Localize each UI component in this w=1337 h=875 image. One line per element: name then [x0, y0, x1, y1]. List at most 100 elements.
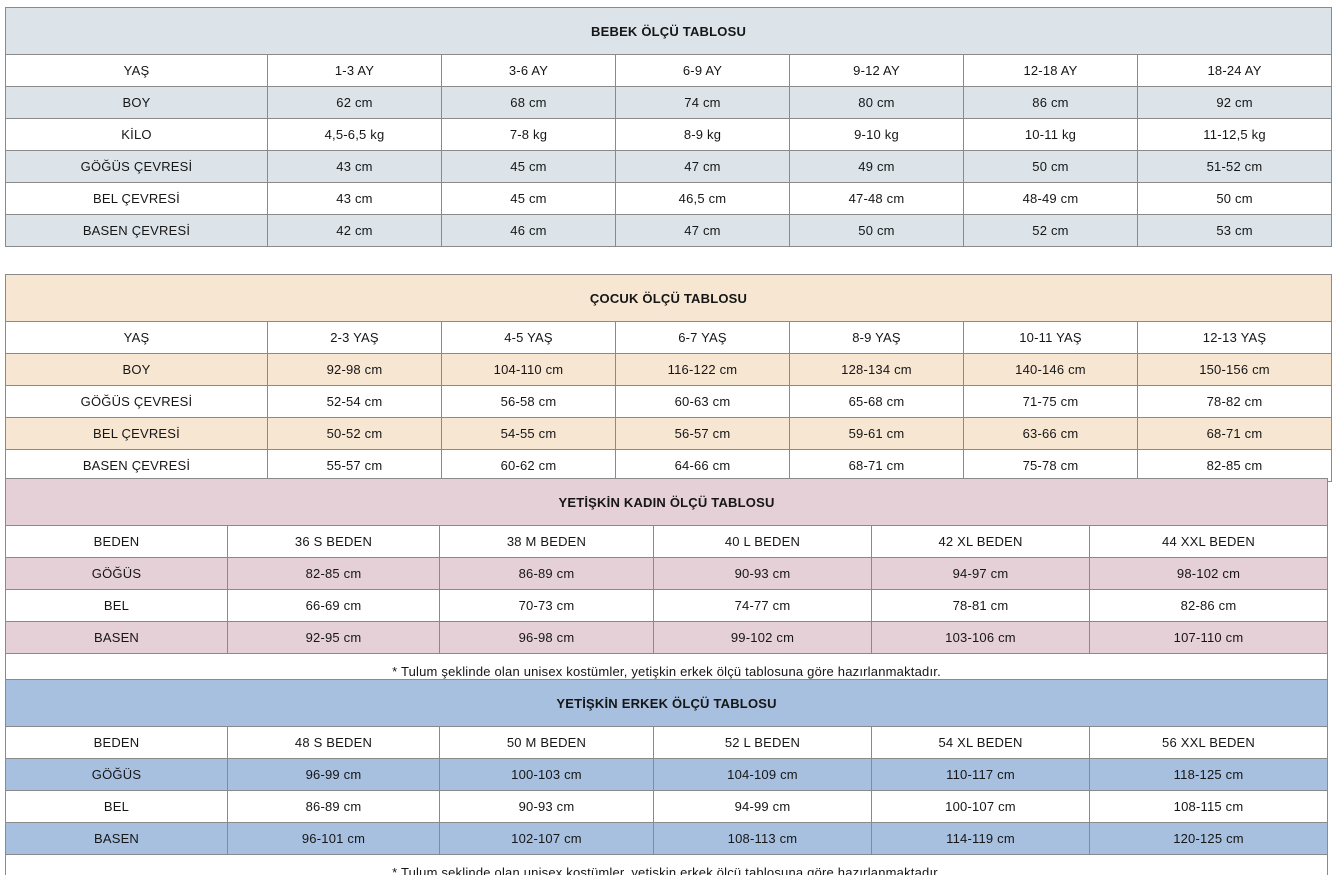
table-cell: 50 cm [789, 214, 964, 247]
women-table-title: YETİŞKİN KADIN ÖLÇÜ TABLOSU [4, 478, 1329, 526]
table-cell: 110-117 cm [871, 758, 1090, 791]
table-cell: 45 cm [441, 182, 616, 215]
column-header: 12-13 YAŞ [1136, 321, 1333, 354]
column-header: 9-12 AY [789, 54, 964, 87]
table-row: BEL ÇEVRESİ 50-52 cm 54-55 cm 56-57 cm 5… [5, 417, 1333, 450]
column-header: 40 L BEDEN [653, 525, 872, 558]
table-cell: 47 cm [615, 214, 790, 247]
table-cell: 96-101 cm [227, 822, 440, 855]
table-cell: 118-125 cm [1088, 758, 1329, 791]
table-cell: 90-93 cm [439, 790, 654, 823]
column-header: 2-3 YAŞ [267, 321, 442, 354]
table-cell: 92 cm [1136, 86, 1333, 119]
table-cell: 48-49 cm [963, 182, 1138, 215]
row-label: BOY [5, 353, 268, 386]
table-cell: 68-71 cm [1136, 417, 1333, 450]
table-cell: 74-77 cm [653, 589, 872, 622]
table-cell: 63-66 cm [963, 417, 1138, 450]
table-cell: 11-12,5 kg [1136, 118, 1333, 151]
column-header: 4-5 YAŞ [441, 321, 616, 354]
column-header: BEDEN [5, 525, 228, 558]
table-cell: 75-78 cm [963, 449, 1138, 482]
table-cell: 100-107 cm [871, 790, 1090, 823]
row-label: GÖĞÜS ÇEVRESİ [5, 385, 268, 418]
table-cell: 46,5 cm [615, 182, 790, 215]
table-cell: 103-106 cm [871, 621, 1090, 654]
table-cell: 46 cm [441, 214, 616, 247]
column-header: 38 M BEDEN [439, 525, 654, 558]
table-row: BEL 86-89 cm 90-93 cm 94-99 cm 100-107 c… [5, 790, 1329, 823]
table-title-row: BEBEK ÖLÇÜ TABLOSU [4, 7, 1333, 55]
table-cell: 86 cm [963, 86, 1138, 119]
table-cell: 60-62 cm [441, 449, 616, 482]
table-cell: 102-107 cm [439, 822, 654, 855]
table-cell: 116-122 cm [615, 353, 790, 386]
column-header: YAŞ [5, 321, 268, 354]
column-header: 3-6 AY [441, 54, 616, 87]
column-header: BEDEN [5, 726, 228, 759]
table-cell: 68 cm [441, 86, 616, 119]
row-label: BEL [5, 790, 228, 823]
table-title-row: YETİŞKİN ERKEK ÖLÇÜ TABLOSU [4, 679, 1329, 727]
column-header: 18-24 AY [1136, 54, 1333, 87]
table-cell: 108-113 cm [653, 822, 872, 855]
table-cell: 50 cm [1136, 182, 1333, 215]
row-label: KİLO [5, 118, 268, 151]
table-row: GÖĞÜS 96-99 cm 100-103 cm 104-109 cm 110… [5, 758, 1329, 791]
column-header: 56 XXL BEDEN [1088, 726, 1329, 759]
table-cell: 86-89 cm [439, 557, 654, 590]
row-label: BEL ÇEVRESİ [5, 417, 268, 450]
men-table-title: YETİŞKİN ERKEK ÖLÇÜ TABLOSU [4, 679, 1329, 727]
row-label: GÖĞÜS [5, 758, 228, 791]
table-cell: 65-68 cm [789, 385, 964, 418]
table-row: BEL 66-69 cm 70-73 cm 74-77 cm 78-81 cm … [5, 589, 1329, 622]
table-cell: 47-48 cm [789, 182, 964, 215]
table-cell: 94-97 cm [871, 557, 1090, 590]
table-cell: 56-57 cm [615, 417, 790, 450]
column-header: 48 S BEDEN [227, 726, 440, 759]
table-cell: 78-82 cm [1136, 385, 1333, 418]
table-cell: 66-69 cm [227, 589, 440, 622]
table-cell: 56-58 cm [441, 385, 616, 418]
table-cell: 64-66 cm [615, 449, 790, 482]
table-cell: 50-52 cm [267, 417, 442, 450]
table-row: GÖĞÜS 82-85 cm 86-89 cm 90-93 cm 94-97 c… [5, 557, 1329, 590]
baby-table-title: BEBEK ÖLÇÜ TABLOSU [4, 7, 1333, 55]
table-row: BASEN 92-95 cm 96-98 cm 99-102 cm 103-10… [5, 621, 1329, 654]
table-cell: 128-134 cm [789, 353, 964, 386]
table-cell: 150-156 cm [1136, 353, 1333, 386]
row-label: BOY [5, 86, 268, 119]
table-title-row: YETİŞKİN KADIN ÖLÇÜ TABLOSU [4, 478, 1329, 526]
table-cell: 53 cm [1136, 214, 1333, 247]
table-row: BEL ÇEVRESİ 43 cm 45 cm 46,5 cm 47-48 cm… [5, 182, 1333, 215]
table-cell: 104-110 cm [441, 353, 616, 386]
men-table-note: * Tulum şeklinde olan unisex kostümler, … [4, 854, 1329, 875]
men-size-table: YETİŞKİN ERKEK ÖLÇÜ TABLOSU BEDEN 48 S B… [4, 679, 1329, 875]
row-label: BEL ÇEVRESİ [5, 182, 268, 215]
table-cell: 50 cm [963, 150, 1138, 183]
table-row: BASEN ÇEVRESİ 55-57 cm 60-62 cm 64-66 cm… [5, 449, 1333, 482]
table-cell: 70-73 cm [439, 589, 654, 622]
table-header-row: YAŞ 2-3 YAŞ 4-5 YAŞ 6-7 YAŞ 8-9 YAŞ 10-1… [5, 321, 1333, 354]
table-cell: 45 cm [441, 150, 616, 183]
table-cell: 10-11 kg [963, 118, 1138, 151]
row-label: BASEN [5, 822, 228, 855]
row-label: BASEN ÇEVRESİ [5, 449, 268, 482]
table-cell: 82-85 cm [227, 557, 440, 590]
column-header: 44 XXL BEDEN [1088, 525, 1329, 558]
table-row: BASEN ÇEVRESİ 42 cm 46 cm 47 cm 50 cm 52… [5, 214, 1333, 247]
column-header: 8-9 YAŞ [789, 321, 964, 354]
table-row: KİLO 4,5-6,5 kg 7-8 kg 8-9 kg 9-10 kg 10… [5, 118, 1333, 151]
table-cell: 114-119 cm [871, 822, 1090, 855]
table-cell: 96-98 cm [439, 621, 654, 654]
table-cell: 82-85 cm [1136, 449, 1333, 482]
column-header: YAŞ [5, 54, 268, 87]
table-note-row: * Tulum şeklinde olan unisex kostümler, … [4, 854, 1329, 875]
table-cell: 68-71 cm [789, 449, 964, 482]
table-cell: 55-57 cm [267, 449, 442, 482]
table-cell: 99-102 cm [653, 621, 872, 654]
table-cell: 4,5-6,5 kg [267, 118, 442, 151]
table-cell: 82-86 cm [1088, 589, 1329, 622]
table-cell: 104-109 cm [653, 758, 872, 791]
